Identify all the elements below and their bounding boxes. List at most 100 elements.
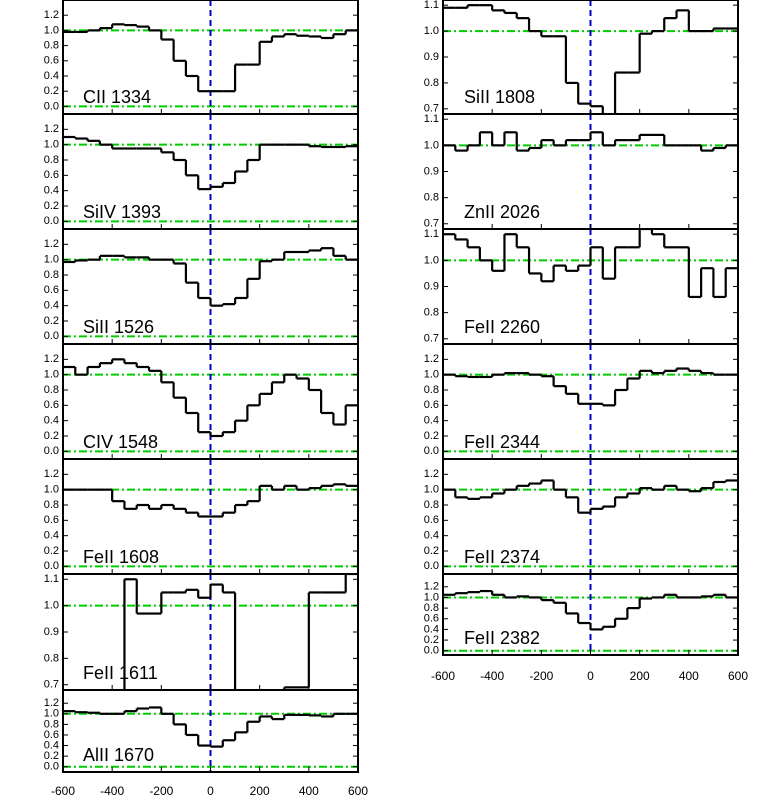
y-tick-label: 0.2 [44, 430, 59, 442]
x-tick-label: 0 [207, 784, 214, 798]
y-tick-label: 0.0 [44, 761, 59, 773]
y-tick-label: 1.0 [44, 254, 59, 266]
y-tick-label: 0.8 [424, 77, 439, 89]
y-tick-label: 1.0 [424, 25, 439, 37]
x-tick-label: 600 [348, 784, 368, 798]
x-tick-label: -400 [480, 669, 504, 683]
y-tick-label: 0.8 [44, 652, 59, 664]
y-tick-label: 1.2 [44, 468, 59, 480]
y-tick-label: 0.4 [44, 300, 59, 312]
panel [443, 344, 738, 459]
y-tick-label: 0.6 [44, 284, 59, 296]
y-tick-label: 1.0 [44, 708, 59, 720]
y-tick-label: 0.6 [44, 169, 59, 181]
y-tick-label: 1.0 [44, 24, 59, 36]
y-tick-label: 0.6 [44, 729, 59, 741]
y-tick-label: 0.6 [424, 514, 439, 526]
y-tick-label: 0.8 [44, 384, 59, 396]
y-tick-label: 0.8 [424, 307, 439, 319]
y-tick-label: 1.0 [424, 484, 439, 496]
line-label: FeII 2260 [464, 317, 540, 337]
line-label: ZnII 2026 [464, 202, 540, 222]
panel [63, 114, 358, 229]
y-tick-label: 0.0 [44, 445, 59, 457]
line-label: FeII 2344 [464, 432, 540, 452]
y-tick-label: 1.0 [44, 369, 59, 381]
panel [63, 459, 358, 574]
y-tick-label: 1.2 [44, 123, 59, 135]
y-tick-label: 1.2 [44, 9, 59, 21]
step-risers [454, 229, 727, 297]
y-tick-label: 0.2 [424, 545, 439, 557]
y-tick-label: 1.0 [424, 591, 439, 603]
step-risers [74, 359, 347, 436]
y-tick-label: 1.0 [44, 139, 59, 151]
y-tick-label: 0.8 [44, 718, 59, 730]
y-tick-label: 0.4 [424, 530, 439, 542]
y-tick-label: 0.2 [44, 85, 59, 97]
y-tick-label: 1.0 [44, 600, 59, 612]
x-tick-label: -600 [431, 669, 455, 683]
y-tick-label: 0.6 [424, 399, 439, 411]
y-tick-label: 0.9 [44, 626, 59, 638]
y-tick-label: 1.2 [44, 238, 59, 250]
line-label: CII 1334 [83, 87, 151, 107]
y-tick-label: 0.2 [44, 315, 59, 327]
y-tick-label: 0.6 [424, 613, 439, 625]
panel [63, 344, 358, 459]
panel [443, 0, 738, 114]
y-tick-label: 0.8 [424, 499, 439, 511]
y-tick-label: 0.7 [44, 679, 59, 691]
y-tick-label: 0.9 [424, 165, 439, 177]
x-tick-label: -600 [51, 784, 75, 798]
y-tick-label: 0.4 [44, 530, 59, 542]
line-label: FeII 1608 [83, 547, 159, 567]
panel [443, 114, 738, 229]
x-tick-label: 200 [630, 669, 650, 683]
x-tick-label: -400 [100, 784, 124, 798]
x-tick-label: 200 [250, 784, 270, 798]
panel [63, 229, 358, 344]
panel [443, 459, 738, 574]
step-risers [111, 484, 347, 517]
line-label: SiII 1808 [464, 87, 535, 107]
y-tick-label: 0.2 [424, 634, 439, 646]
line-label: AlII 1670 [83, 745, 154, 765]
y-tick-label: 1.2 [44, 697, 59, 709]
line-label: FeII 2382 [464, 628, 540, 648]
y-tick-label: 1.2 [424, 353, 439, 365]
y-tick-label: 0.8 [424, 384, 439, 396]
y-tick-label: 0.0 [424, 560, 439, 572]
y-tick-label: 0.2 [44, 545, 59, 557]
y-tick-label: 1.1 [44, 573, 59, 585]
y-tick-label: 0.4 [44, 415, 59, 427]
y-tick-label: 0.9 [424, 280, 439, 292]
y-tick-label: 1.1 [424, 228, 439, 240]
y-tick-label: 0.2 [424, 430, 439, 442]
line-label: SiIV 1393 [83, 202, 161, 222]
step-risers [74, 707, 335, 747]
y-tick-label: 0.0 [44, 560, 59, 572]
y-tick-label: 1.0 [44, 484, 59, 496]
step-risers [454, 591, 727, 630]
y-tick-label: 0.4 [424, 623, 439, 635]
x-tick-label: 400 [299, 784, 319, 798]
panel [63, 574, 358, 690]
y-tick-label: 1.2 [44, 353, 59, 365]
y-tick-label: 0.4 [44, 739, 59, 751]
x-tick-label: -200 [149, 784, 173, 798]
y-tick-label: 1.0 [424, 139, 439, 151]
y-tick-label: 1.0 [424, 254, 439, 266]
y-tick-label: 0.9 [424, 51, 439, 63]
y-tick-label: 0.8 [424, 602, 439, 614]
y-tick-label: 1.0 [424, 369, 439, 381]
y-tick-label: 1.2 [424, 581, 439, 593]
panel [63, 0, 358, 114]
y-tick-label: 0.7 [424, 103, 439, 115]
y-tick-label: 0.0 [44, 100, 59, 112]
x-tick-label: 0 [587, 669, 594, 683]
y-tick-label: 0.4 [44, 70, 59, 82]
y-tick-label: 0.0 [424, 645, 439, 657]
y-tick-label: 0.8 [424, 192, 439, 204]
